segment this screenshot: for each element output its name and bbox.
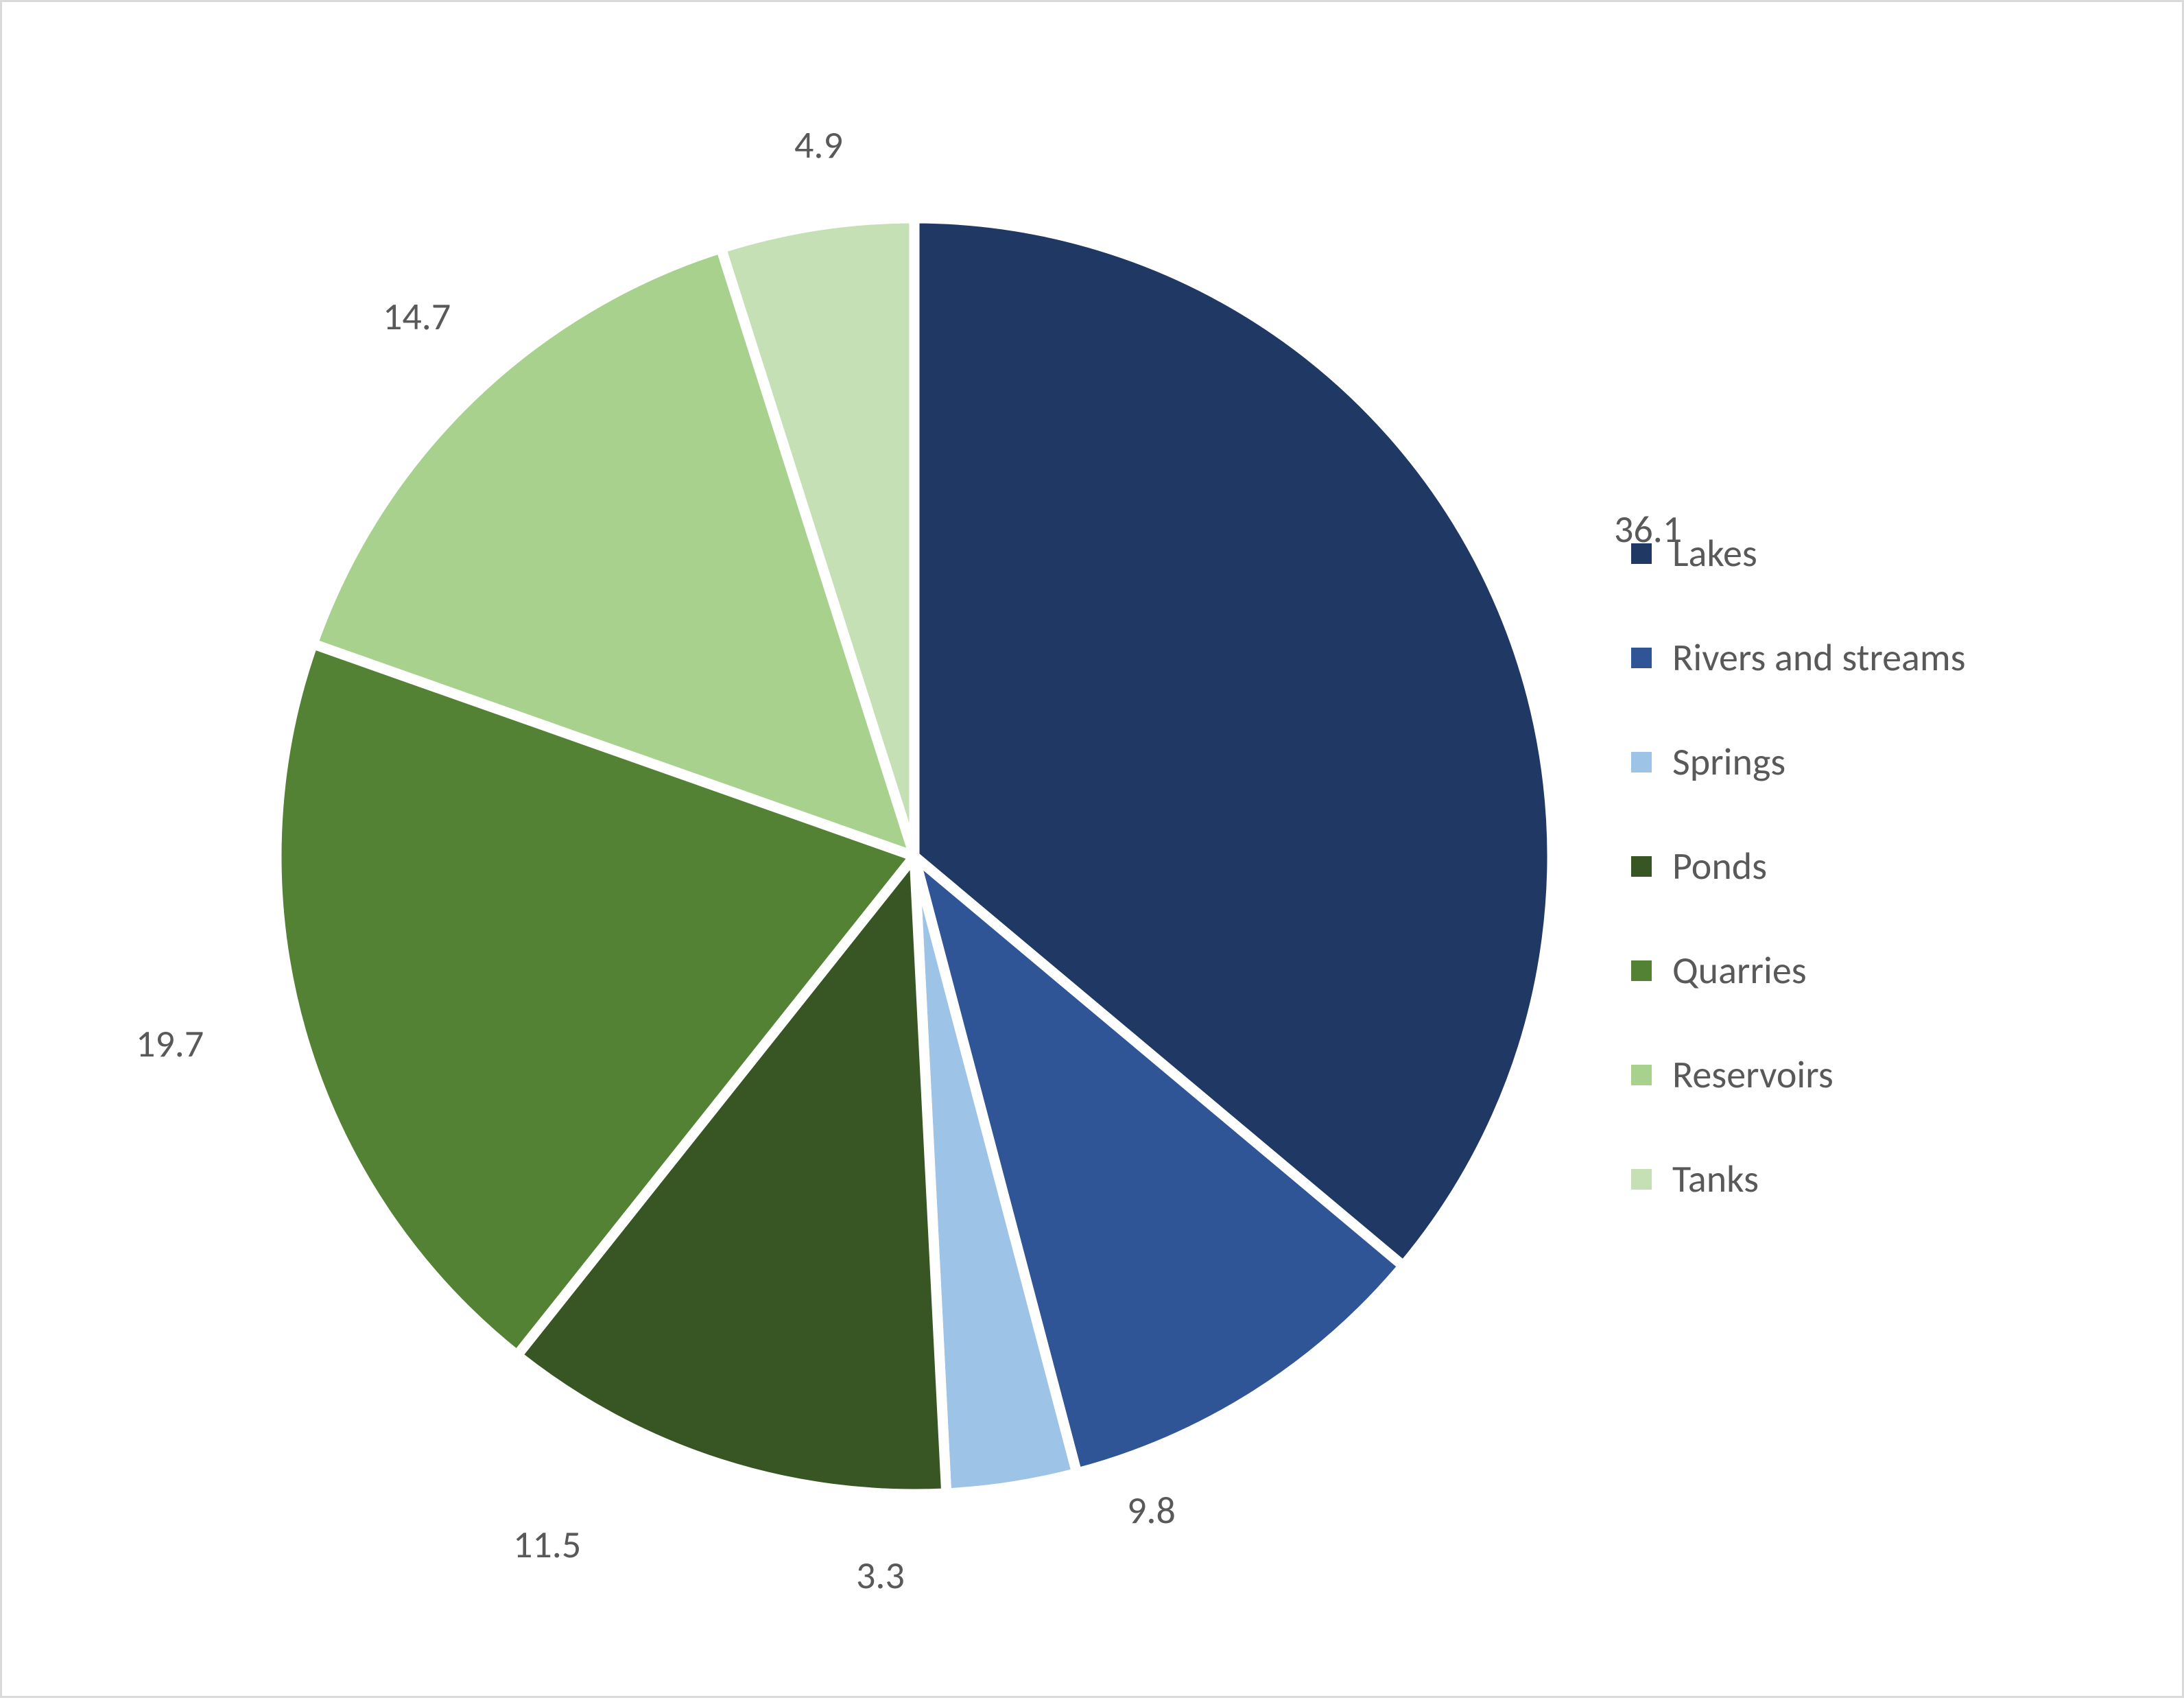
legend-item: Reservoirs bbox=[1631, 1052, 1965, 1098]
legend-swatch bbox=[1631, 648, 1652, 668]
legend-label: Springs bbox=[1672, 739, 1785, 786]
legend-item: Tanks bbox=[1631, 1156, 1965, 1203]
data-label: 36.1 bbox=[1614, 506, 1682, 553]
legend-swatch bbox=[1631, 1065, 1652, 1085]
legend-item: Rivers and streams bbox=[1631, 635, 1965, 681]
legend-item: Quarries bbox=[1631, 947, 1965, 994]
legend-label: Quarries bbox=[1672, 947, 1807, 994]
legend-swatch bbox=[1631, 960, 1652, 981]
legend-swatch bbox=[1631, 1169, 1652, 1190]
legend-item: Springs bbox=[1631, 739, 1965, 786]
data-label: 14.7 bbox=[383, 294, 451, 340]
legend-swatch bbox=[1631, 752, 1652, 772]
legend-swatch bbox=[1631, 856, 1652, 877]
data-label: 4.9 bbox=[794, 122, 843, 169]
data-label: 3.3 bbox=[856, 1553, 905, 1599]
legend-label: Rivers and streams bbox=[1672, 635, 1965, 681]
legend-label: Tanks bbox=[1672, 1156, 1759, 1203]
legend: Lakes Rivers and streams Springs Ponds Quarr… bbox=[1631, 530, 1965, 1203]
data-label: 19.7 bbox=[136, 1021, 204, 1067]
legend-label: Lakes bbox=[1672, 530, 1757, 577]
data-label: 9.8 bbox=[1127, 1487, 1176, 1534]
legend-item: Ponds bbox=[1631, 843, 1965, 890]
pie-chart-container: Lakes Rivers and streams Springs Ponds Quarr… bbox=[0, 0, 2184, 1698]
legend-label: Ponds bbox=[1672, 843, 1767, 890]
data-label: 11.5 bbox=[513, 1522, 581, 1568]
legend-label: Reservoirs bbox=[1672, 1052, 1833, 1098]
